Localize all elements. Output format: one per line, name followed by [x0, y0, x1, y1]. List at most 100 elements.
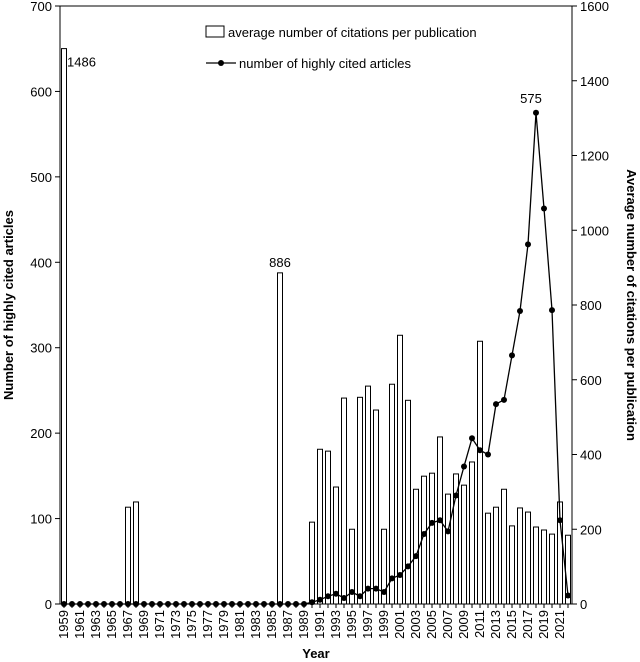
x-tick-label: 1985	[264, 610, 279, 639]
x-tick-label: 2005	[424, 610, 439, 639]
line-point	[373, 585, 379, 592]
bar	[133, 501, 139, 605]
y-tick-label: 700	[30, 0, 52, 14]
line-point	[469, 435, 475, 442]
y2-tick-label: 1200	[580, 149, 609, 164]
y-tick-label: 300	[30, 341, 52, 356]
x-tick-label: 1959	[56, 610, 71, 639]
line-point	[325, 593, 331, 600]
bar	[277, 272, 283, 605]
x-tick-label: 1983	[248, 610, 263, 639]
x-tick-label: 1989	[296, 610, 311, 639]
x-tick-label: 1991	[312, 610, 327, 639]
line-point	[509, 352, 515, 359]
bar	[469, 461, 475, 605]
bar	[309, 521, 315, 605]
bar	[333, 486, 339, 605]
y2-tick-label: 200	[580, 522, 602, 537]
x-tick-label: 1981	[232, 610, 247, 639]
x-tick-label: 2007	[440, 610, 455, 639]
bar	[365, 385, 371, 605]
bar	[477, 340, 483, 605]
y2-tick-label: 400	[580, 448, 602, 463]
bar	[357, 396, 363, 605]
bar-value-label: 1486	[67, 55, 96, 70]
bar	[541, 529, 547, 605]
x-tick-label: 1971	[152, 610, 167, 639]
line-point	[565, 592, 571, 599]
legend-label: number of highly cited articles	[239, 56, 411, 71]
y2-tick-label: 1400	[580, 74, 609, 89]
x-axis-title: Year	[302, 646, 329, 661]
y2-tick-label: 1600	[580, 0, 609, 14]
x-tick-label: 1987	[280, 610, 295, 639]
legend-label: average number of citations per publicat…	[228, 25, 477, 40]
y-tick-label: 0	[45, 597, 52, 612]
bar	[485, 512, 491, 605]
x-tick-label: 1977	[200, 610, 215, 639]
x-tick-label: 2013	[488, 610, 503, 639]
x-tick-label: 1975	[184, 610, 199, 639]
line-point	[461, 463, 467, 470]
line-point	[421, 530, 427, 537]
bar	[509, 525, 515, 605]
line-point	[517, 307, 523, 314]
line-point	[413, 553, 419, 560]
line-point	[349, 589, 355, 596]
bar	[445, 493, 451, 605]
line-point	[541, 205, 547, 212]
line-point	[365, 585, 371, 592]
line-point	[397, 571, 403, 578]
line-point	[485, 451, 491, 458]
bar	[533, 526, 539, 605]
bar	[525, 511, 531, 605]
line-point	[501, 396, 507, 403]
line-point	[453, 492, 459, 499]
line-point	[437, 517, 443, 524]
line-point	[341, 595, 347, 602]
x-tick-label: 2015	[504, 610, 519, 639]
x-tick-label: 2019	[536, 610, 551, 639]
bar	[501, 488, 507, 605]
legend-point	[218, 60, 224, 66]
y-tick-label: 600	[30, 84, 52, 99]
bar	[317, 448, 323, 605]
x-tick-label: 2017	[520, 610, 535, 639]
bar	[397, 334, 403, 605]
y2-tick-label: 0	[580, 597, 587, 612]
y2-tick-label: 1000	[580, 223, 609, 238]
y2-tick-label: 600	[580, 373, 602, 388]
x-tick-label: 1969	[136, 610, 151, 639]
x-tick-label: 1967	[120, 610, 135, 639]
x-tick-label: 1993	[328, 610, 343, 639]
line-point	[405, 563, 411, 570]
line-point	[549, 307, 555, 314]
line	[64, 112, 569, 605]
line-point	[493, 401, 499, 408]
bar	[549, 533, 555, 605]
line-point	[445, 528, 451, 535]
line-point	[381, 589, 387, 596]
line-point	[389, 575, 395, 582]
bar	[373, 409, 379, 605]
bar	[493, 506, 499, 605]
line-point	[333, 590, 339, 597]
bar	[125, 506, 131, 605]
y2-tick-label: 800	[580, 298, 602, 313]
x-tick-label: 2003	[408, 610, 423, 639]
line-value-label: 575	[520, 91, 542, 106]
x-tick-label: 1999	[376, 610, 391, 639]
bar	[429, 472, 435, 605]
line-point	[533, 109, 539, 116]
line-point	[477, 447, 483, 454]
y-tick-label: 400	[30, 255, 52, 270]
x-tick-label: 2021	[552, 610, 567, 639]
line-point	[429, 519, 435, 526]
x-tick-label: 1963	[88, 610, 103, 639]
y-tick-label: 100	[30, 512, 52, 527]
x-tick-label: 2001	[392, 610, 407, 639]
x-tick-label: 1995	[344, 610, 359, 639]
plot-frame	[59, 5, 573, 605]
bar	[61, 48, 67, 605]
bar-value-label: 886	[269, 255, 291, 270]
